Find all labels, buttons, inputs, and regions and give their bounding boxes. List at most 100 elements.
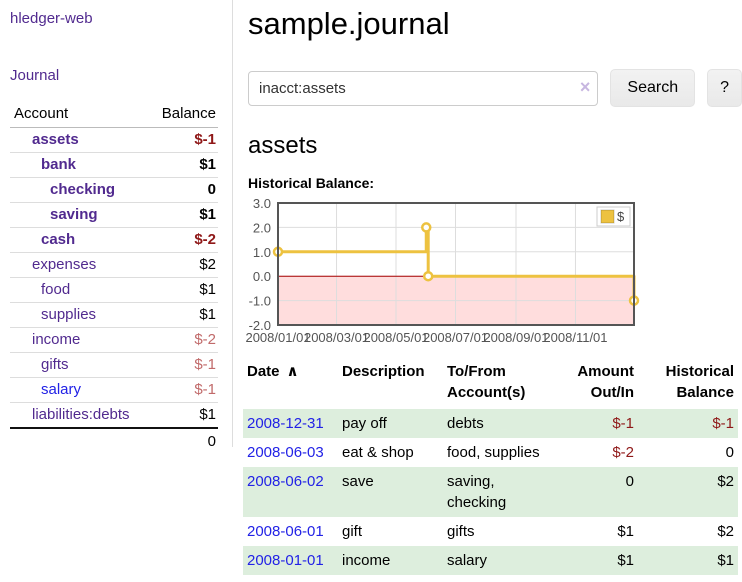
account-row: expenses $2	[10, 252, 218, 278]
transaction-balance: $-1	[712, 415, 734, 432]
account-balance: $1	[149, 277, 218, 303]
account-balance: $1	[149, 202, 218, 228]
transaction-accounts: gifts	[447, 523, 475, 540]
transaction-description: gift	[342, 523, 363, 540]
register-table: Date ∧ Description To/From Account(s) Amount O…	[243, 359, 738, 575]
accounts-col-balance: Balance	[149, 102, 218, 128]
account-balance: $1	[149, 302, 218, 328]
account-balance: 0	[149, 177, 218, 203]
account-row: income $-2	[10, 327, 218, 353]
transaction-balance: 0	[725, 444, 734, 461]
transaction-accounts: salary	[447, 552, 488, 569]
y-axis-tick-label: -2.0	[249, 318, 271, 333]
account-balance: $-2	[149, 227, 218, 253]
account-balance: $-1	[149, 127, 218, 153]
register-col-tofrom[interactable]: To/From Account(s)	[447, 363, 526, 401]
account-row: bank $1	[10, 152, 218, 178]
search-input[interactable]	[248, 70, 599, 106]
account-heading: assets	[248, 132, 318, 159]
account-link[interactable]: checking	[50, 181, 116, 198]
transaction-accounts: saving, checking	[447, 473, 507, 511]
data-point-marker	[421, 222, 432, 233]
account-row: cash $-2	[10, 227, 218, 253]
transaction-description: income	[342, 552, 391, 569]
accounts-total-balance: 0	[149, 427, 218, 455]
y-axis-tick-label: 0.0	[253, 269, 271, 284]
account-row: food $1	[10, 277, 218, 303]
transaction-amount: $-2	[612, 444, 634, 461]
account-link[interactable]: salary	[41, 381, 82, 398]
accounts-header-row: Account Balance	[10, 102, 218, 128]
legend-swatch-icon	[600, 209, 615, 224]
x-axis-tick-label: 2008/01/01	[245, 330, 310, 345]
register-row: 2008-06-03 eat & shop food, supplies $-2 0	[243, 438, 738, 467]
transaction-accounts: debts	[447, 415, 484, 432]
clear-search-icon[interactable]: ×	[579, 76, 591, 97]
help-button[interactable]: ?	[707, 69, 742, 107]
x-axis-tick-label: 2008/05/01	[363, 330, 428, 345]
transaction-description: eat & shop	[342, 444, 414, 461]
account-balance: $-1	[149, 352, 218, 378]
register-col-description[interactable]: Description	[342, 363, 425, 380]
svg-text:$: $	[617, 209, 625, 224]
account-row: assets $-1	[10, 127, 218, 153]
account-link[interactable]: income	[32, 331, 81, 348]
main-content: sample.journal × Search ? assets Histori…	[243, 0, 742, 575]
account-link[interactable]: food	[41, 281, 71, 298]
transaction-date-link[interactable]: 2008-06-02	[247, 473, 324, 490]
account-link[interactable]: gifts	[41, 356, 69, 373]
register-col-historical[interactable]: Historical Balance	[665, 363, 734, 401]
y-axis-tick-label: -1.0	[249, 294, 271, 309]
chart-title: Historical Balance:	[248, 175, 375, 191]
register-col-date[interactable]: Date ∧	[247, 363, 299, 380]
x-axis-tick-label: 2008/03/01	[304, 330, 369, 345]
transaction-amount: $1	[617, 523, 634, 540]
sidebar-item-journal[interactable]: Journal	[10, 67, 60, 84]
account-balance: $1	[199, 406, 216, 423]
register-row: 2008-01-01 income salary $1 $1	[243, 546, 738, 575]
transaction-date-link[interactable]: 2008-06-01	[247, 523, 324, 540]
search-form: × Search ?	[248, 69, 742, 107]
account-row: saving $1	[10, 202, 218, 228]
search-button[interactable]: Search	[610, 69, 696, 107]
page-title: sample.journal	[248, 6, 450, 41]
account-row: supplies $1	[10, 302, 218, 328]
account-link[interactable]: assets	[32, 131, 79, 148]
account-link[interactable]: cash	[41, 231, 76, 248]
transaction-amount: 0	[625, 473, 634, 490]
transaction-description: pay off	[342, 415, 387, 432]
accounts-total-row: 0	[10, 427, 218, 455]
account-balance: $-1	[149, 377, 218, 403]
account-balance: $1	[149, 152, 218, 178]
transaction-amount: $1	[617, 552, 634, 569]
x-axis-tick-label: 2008/09/01	[483, 330, 548, 345]
data-point-marker	[422, 270, 434, 282]
account-row: liabilities:debts $1	[10, 403, 218, 429]
sidebar: hledger-web Journal Account Balance asse…	[0, 0, 233, 455]
account-link[interactable]: bank	[41, 156, 77, 173]
sort-ascending-icon: ∧	[286, 363, 299, 380]
transaction-date-link[interactable]: 2008-01-01	[247, 552, 324, 569]
account-link[interactable]: expenses	[32, 256, 97, 273]
account-row: checking 0	[10, 177, 218, 203]
accounts-table: Account Balance assets $-1 bank $1 checking 0…	[10, 102, 218, 455]
x-axis-tick-label: 2008/07/01	[423, 330, 488, 345]
x-axis-tick-label: 2008/11/01	[543, 330, 607, 345]
transaction-balance: $2	[717, 523, 734, 540]
y-axis-tick-label: 1.0	[253, 245, 271, 260]
transaction-date-link[interactable]: 2008-06-03	[247, 444, 324, 461]
transaction-date-link[interactable]: 2008-12-31	[247, 415, 324, 432]
app-brand-link[interactable]: hledger-web	[10, 10, 93, 27]
account-link[interactable]: liabilities:debts	[32, 406, 130, 423]
account-link[interactable]: saving	[50, 206, 98, 223]
accounts-table-body: assets $-1 bank $1 checking 0 saving $1 cash $-2 e…	[10, 127, 218, 429]
account-balance: $2	[149, 252, 218, 278]
chart-svg: $3.0 2.0 1.0 0.0 -1.0 -2.02008/01/012008/03/0…	[245, 196, 640, 345]
transaction-description: save	[342, 473, 374, 490]
historical-balance-chart: $3.0 2.0 1.0 0.0 -1.0 -2.0 2008/01/01 2008/03/0…	[245, 196, 643, 345]
register-body: 2008-12-31 pay off debts $-1 $-1 2008-06-03 ea…	[243, 409, 738, 575]
account-link[interactable]: supplies	[41, 306, 97, 323]
account-balance: $-2	[149, 327, 218, 353]
register-col-amount[interactable]: Amount Out/In	[577, 363, 634, 401]
